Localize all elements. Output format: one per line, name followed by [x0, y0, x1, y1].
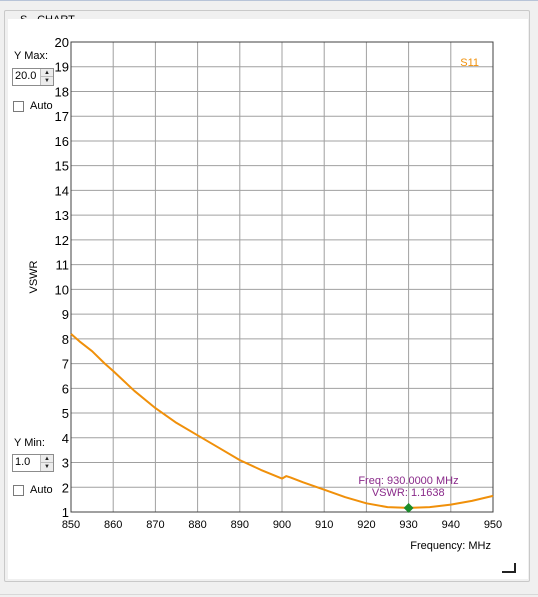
window-top-edge: [0, 0, 538, 1]
y-tick-label: 10: [55, 282, 69, 297]
marker-vswr-readout: VSWR: 1.1638: [372, 487, 445, 499]
resize-grip-icon[interactable]: [502, 563, 516, 573]
y-tick-label: 5: [62, 406, 69, 421]
y-tick-label: 4: [62, 431, 69, 446]
x-tick-label: 900: [273, 519, 291, 531]
plot-frame: [70, 41, 494, 513]
chart-grid: [70, 41, 494, 513]
y-min-spin-buttons: ▲ ▼: [40, 455, 53, 471]
y-tick-label: 3: [62, 456, 69, 471]
arrow-down-icon[interactable]: ▼: [44, 464, 50, 470]
marker-point: [403, 502, 414, 513]
y-tick-label: 14: [55, 183, 69, 198]
x-tick-label: 890: [231, 519, 249, 531]
arrow-down-icon[interactable]: ▼: [44, 78, 50, 84]
y-tick-label: 19: [55, 60, 69, 75]
y-tick-label: 13: [55, 208, 69, 223]
y-max-label: Y Max:: [14, 50, 49, 62]
y-tick-label: 17: [55, 109, 69, 124]
y-tick-label: 11: [56, 258, 70, 273]
x-tick-label: 930: [399, 519, 417, 531]
y-tick-label: 6: [62, 381, 69, 396]
x-tick-label: 880: [188, 519, 206, 531]
y-axis-label: VSWR: [28, 260, 40, 293]
y-min-auto-label: Auto: [30, 484, 53, 496]
bottom-divider: [0, 594, 538, 595]
arrow-up-icon[interactable]: ▲: [41, 69, 53, 77]
y-max-spin-buttons: ▲ ▼: [40, 69, 53, 85]
y-min-auto-row: Auto: [13, 484, 53, 496]
y-min-spinner[interactable]: 1.0 ▲ ▼: [12, 454, 54, 472]
chart-panel: Y Max: 20.0 ▲ ▼ Auto Y Min: 1.0 ▲ ▼ Auto…: [8, 19, 528, 579]
y-tick-label: 18: [55, 84, 69, 99]
x-tick-label: 920: [357, 519, 375, 531]
x-tick-label: 870: [146, 519, 164, 531]
y-max-auto-checkbox[interactable]: [13, 100, 24, 112]
legend-s11: S11: [460, 57, 479, 69]
y-min-auto-checkbox[interactable]: [13, 484, 24, 496]
x-axis-label: Frequency: MHz: [410, 540, 491, 552]
x-tick-label: 950: [484, 519, 502, 531]
marker-freq-readout: Freq: 930.0000 MHz: [358, 475, 458, 487]
y-min-label: Y Min:: [14, 437, 45, 449]
y-max-value[interactable]: 20.0: [15, 70, 37, 82]
y-tick-label: 7: [62, 357, 69, 372]
arrow-up-icon[interactable]: ▲: [41, 455, 53, 463]
x-tick-labels: 850 860 870 880 890 900 910 920 930 940 950: [62, 519, 502, 531]
y-max-auto-label: Auto: [30, 100, 53, 112]
y-tick-label: 12: [55, 233, 69, 248]
x-tick-label: 860: [104, 519, 122, 531]
x-tick-label: 910: [315, 519, 333, 531]
y-tick-label: 15: [55, 159, 69, 174]
y-tick-label: 16: [55, 134, 69, 149]
y-max-spinner[interactable]: 20.0 ▲ ▼: [12, 68, 54, 86]
y-max-auto-row: Auto: [13, 100, 53, 112]
x-tick-label: 850: [62, 519, 80, 531]
x-tick-label: 940: [442, 519, 460, 531]
y-tick-label: 9: [62, 307, 69, 322]
y-tick-label: 8: [62, 332, 69, 347]
y-min-value[interactable]: 1.0: [15, 456, 31, 468]
y-tick-label: 2: [62, 480, 69, 495]
y-tick-label: 20: [55, 35, 69, 50]
y-tick-label: 1: [62, 505, 69, 520]
